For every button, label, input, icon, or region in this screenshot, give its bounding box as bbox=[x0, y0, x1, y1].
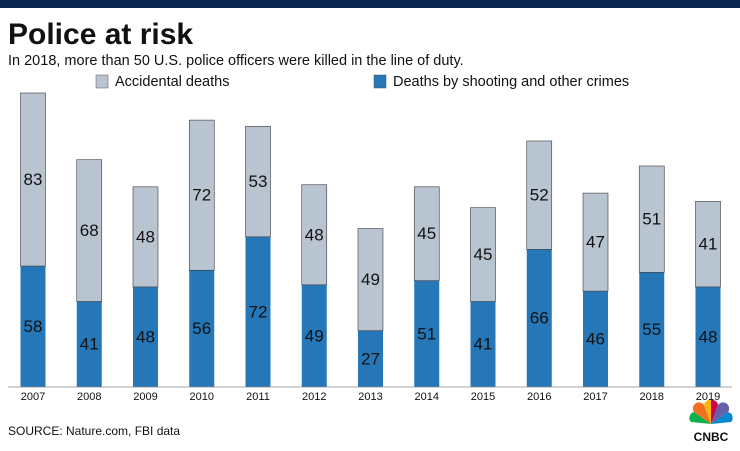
x-tick-label: 2009 bbox=[133, 391, 157, 403]
x-tick-label: 2016 bbox=[527, 391, 551, 403]
value-label: 49 bbox=[305, 326, 324, 345]
logo-feather bbox=[711, 399, 718, 424]
bar-segment bbox=[695, 286, 721, 387]
bar-segment bbox=[526, 140, 553, 250]
chart-subtitle: In 2018, more than 50 U.S. police office… bbox=[8, 53, 464, 69]
logo-feather bbox=[689, 412, 711, 424]
value-label: 55 bbox=[642, 320, 661, 339]
logo-feather bbox=[704, 399, 711, 424]
legend-label: Accidental deaths bbox=[115, 74, 229, 90]
value-label: 51 bbox=[642, 210, 661, 229]
value-label: 72 bbox=[192, 186, 211, 205]
value-label: 27 bbox=[361, 349, 380, 368]
x-tick-label: 2011 bbox=[246, 391, 270, 403]
bar-segment bbox=[133, 286, 158, 387]
value-label: 41 bbox=[699, 235, 718, 254]
bar-segment bbox=[245, 236, 271, 387]
bar-segment bbox=[470, 207, 496, 302]
bar-segment bbox=[470, 301, 496, 387]
bar-segment bbox=[20, 266, 46, 387]
bar-segment bbox=[695, 201, 721, 288]
value-label: 48 bbox=[699, 327, 718, 346]
x-tick-label: 2008 bbox=[77, 391, 101, 403]
chart-title: Police at risk bbox=[8, 18, 193, 51]
value-label: 45 bbox=[474, 245, 493, 264]
logo-feather bbox=[711, 412, 733, 424]
x-tick-label: 2007 bbox=[21, 391, 45, 403]
value-label: 46 bbox=[586, 330, 605, 349]
x-tick-label: 2017 bbox=[583, 391, 607, 403]
bar-segment bbox=[189, 270, 215, 387]
x-tick-label: 2012 bbox=[302, 391, 326, 403]
x-tick-label: 2018 bbox=[640, 391, 664, 403]
value-label: 48 bbox=[136, 227, 155, 246]
bar-segment bbox=[413, 186, 440, 281]
bar-segment bbox=[188, 119, 215, 271]
value-label: 56 bbox=[192, 319, 211, 338]
bar-segment bbox=[414, 280, 440, 387]
bar-segment bbox=[301, 284, 327, 387]
bar-segment bbox=[245, 126, 271, 238]
source: SOURCE: Nature.com, FBI data bbox=[8, 424, 180, 438]
legend-swatch bbox=[373, 74, 387, 89]
bar-segment bbox=[76, 301, 102, 387]
logo-feather bbox=[711, 402, 730, 424]
value-label: 66 bbox=[530, 309, 549, 328]
legend-label: Deaths by shooting and other crimes bbox=[393, 74, 629, 90]
bar-segment bbox=[638, 165, 665, 273]
bar-segment bbox=[20, 92, 46, 267]
bar-segment bbox=[582, 192, 609, 292]
value-label: 48 bbox=[136, 327, 155, 346]
value-label: 58 bbox=[24, 317, 43, 336]
value-label: 52 bbox=[530, 186, 549, 205]
logo-text: CNBC bbox=[694, 430, 729, 444]
value-label: 41 bbox=[80, 335, 99, 354]
bar-segment bbox=[76, 159, 103, 302]
bar-segment bbox=[357, 228, 384, 332]
value-label: 47 bbox=[586, 233, 605, 252]
logo: CNBC bbox=[689, 399, 733, 444]
value-label: 53 bbox=[249, 172, 268, 191]
bar-segment bbox=[301, 184, 328, 286]
x-tick-label: 2010 bbox=[190, 391, 214, 403]
value-label: 68 bbox=[80, 221, 99, 240]
x-tick-label: 2019 bbox=[696, 391, 720, 403]
bar-segment bbox=[132, 186, 159, 288]
bar-segment bbox=[358, 330, 383, 387]
value-label: 72 bbox=[249, 302, 268, 321]
x-tick-label: 2013 bbox=[358, 391, 382, 403]
value-label: 83 bbox=[24, 170, 43, 189]
top-bar bbox=[0, 0, 740, 8]
value-label: 48 bbox=[305, 225, 324, 244]
value-label: 49 bbox=[361, 270, 380, 289]
legend-swatch bbox=[95, 74, 109, 89]
value-label: 51 bbox=[417, 324, 436, 343]
x-tick-label: 2015 bbox=[471, 391, 495, 403]
value-label: 45 bbox=[417, 224, 436, 243]
bar-segment bbox=[583, 291, 608, 387]
x-tick-label: 2014 bbox=[415, 391, 439, 403]
bar-segment bbox=[526, 249, 552, 387]
logo-feather bbox=[692, 402, 711, 424]
bar-segment bbox=[639, 272, 665, 387]
value-label: 41 bbox=[474, 335, 493, 354]
